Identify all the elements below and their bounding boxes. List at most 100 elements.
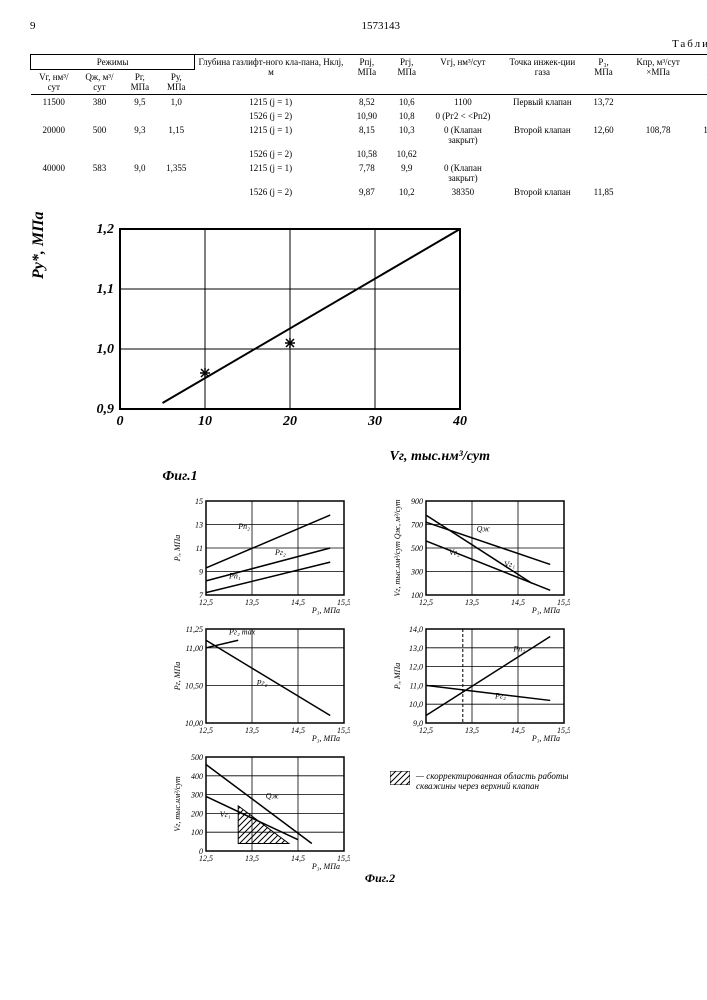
col-p-gj: Pгj, МПа xyxy=(387,55,426,95)
main-ylabel: Pу*, МПа xyxy=(30,211,48,279)
svg-text:1,1: 1,1 xyxy=(97,282,115,297)
small-chart-5: QжVг₁12,513,514,515,50100200300400500P₃,… xyxy=(170,751,370,871)
svg-text:700: 700 xyxy=(411,521,423,530)
col-inj: Точка инжек-ции газа xyxy=(499,55,585,95)
table-cell: 9,3 xyxy=(122,123,158,147)
table-cell: 583 xyxy=(77,161,122,185)
table-cell xyxy=(694,161,707,185)
svg-text:1,2: 1,2 xyxy=(97,222,115,237)
svg-text:9: 9 xyxy=(199,568,203,577)
table-cell xyxy=(158,109,195,123)
table-cell xyxy=(622,147,695,161)
table-cell: 9,9 xyxy=(387,161,426,185)
table-body: 115003809,51,01215 (j = 1)8,5210,61100Пе… xyxy=(31,95,707,200)
svg-text:Pг, МПа: Pг, МПа xyxy=(173,662,182,691)
table-cell: 11,85 xyxy=(585,185,621,199)
svg-text:13,5: 13,5 xyxy=(245,598,259,607)
svg-text:13,5: 13,5 xyxy=(465,598,479,607)
svg-text:Pп₂: Pп₂ xyxy=(512,645,525,654)
table-cell: 9,87 xyxy=(347,185,387,199)
table-cell: 0 (Клапан закрыт) xyxy=(426,123,499,147)
table-cell xyxy=(499,161,585,185)
table-cell xyxy=(585,147,621,161)
table-cell: 1,355 xyxy=(158,161,195,185)
svg-text:11,25: 11,25 xyxy=(186,625,203,634)
table-cell xyxy=(77,185,122,199)
table-cell xyxy=(158,147,195,161)
svg-text:400: 400 xyxy=(191,772,203,781)
table-cell: Первый клапан xyxy=(499,95,585,110)
svg-text:30: 30 xyxy=(367,414,382,429)
svg-text:Pᵢ, МПа: Pᵢ, МПа xyxy=(393,663,402,691)
svg-text:500: 500 xyxy=(411,544,423,553)
table-cell: 1100 xyxy=(426,95,499,110)
small-chart-1: Pп₂Pг₂Pп₁12,513,514,515,579111315P₃, МПа… xyxy=(170,495,370,615)
table-cell: 1215 (j = 1) xyxy=(195,95,347,110)
table-cell: 9,5 xyxy=(122,95,158,110)
table-cell: Второй клапан xyxy=(499,185,585,199)
svg-text:Pг₂: Pг₂ xyxy=(274,548,286,557)
svg-text:300: 300 xyxy=(190,791,203,800)
svg-text:Qж: Qж xyxy=(477,525,491,534)
table-cell xyxy=(585,161,621,185)
col-pg: Pг, МПа xyxy=(122,70,158,95)
table-cell: 8,52 xyxy=(347,95,387,110)
table-cell: 0 (Клапан закрыт) xyxy=(426,161,499,185)
svg-text:Pг₂: Pг₂ xyxy=(494,692,506,701)
table-cell: 40000 xyxy=(31,161,78,185)
svg-text:13,0: 13,0 xyxy=(409,644,423,653)
table-cell: 13,72 xyxy=(585,95,621,110)
table-cell: Второй клапан xyxy=(499,123,585,147)
table-cell: 17,207 xyxy=(694,123,707,147)
data-table: Режимы Глубина газлифт-ного кла-пана, Hк… xyxy=(30,54,707,199)
table-cell: 1215 (j = 1) xyxy=(195,161,347,185)
svg-text:900: 900 xyxy=(411,497,423,506)
fig2-label: Фиг.2 xyxy=(170,871,590,886)
table-cell xyxy=(694,109,707,123)
table-cell: 108,78 xyxy=(622,123,695,147)
table-cell xyxy=(122,109,158,123)
svg-text:300: 300 xyxy=(410,568,423,577)
svg-text:13,5: 13,5 xyxy=(245,726,259,735)
table-cell: 9,0 xyxy=(122,161,158,185)
hatch-key-icon xyxy=(390,771,410,785)
svg-text:10,0: 10,0 xyxy=(409,700,423,709)
table-cell: 380 xyxy=(77,95,122,110)
table-cell: 1,15 xyxy=(158,123,195,147)
svg-text:13,5: 13,5 xyxy=(465,726,479,735)
svg-text:100: 100 xyxy=(191,828,203,837)
svg-text:500: 500 xyxy=(191,753,203,762)
regime-header: Режимы xyxy=(31,55,195,70)
svg-text:14,5: 14,5 xyxy=(291,598,305,607)
svg-text:14,5: 14,5 xyxy=(291,854,305,863)
small-chart-3: Pг₂Pг₂ max12,513,514,515,510,0010,5011,0… xyxy=(170,623,370,743)
table-cell: 1,0 xyxy=(158,95,195,110)
svg-text:40: 40 xyxy=(452,414,467,429)
table-cell: 8,15 xyxy=(347,123,387,147)
table-cell xyxy=(585,109,621,123)
legend-text: скорректированная область работы скважин… xyxy=(416,771,568,791)
main-chart-svg: 0102030400,91,01,11,2 xyxy=(70,219,490,439)
svg-text:Qж: Qж xyxy=(266,791,280,800)
table-cell xyxy=(77,147,122,161)
svg-text:10,50: 10,50 xyxy=(185,681,203,690)
table-cell xyxy=(122,147,158,161)
table-cell: 0 (Pг2 < <Pп2) xyxy=(426,109,499,123)
table-cell: 12,60 xyxy=(585,123,621,147)
svg-text:Vг₁: Vг₁ xyxy=(220,810,231,819)
col-p-nj: Pпj, МПа xyxy=(347,55,387,95)
svg-text:P₃, МПа: P₃, МПа xyxy=(311,862,340,871)
svg-text:14,5: 14,5 xyxy=(511,598,525,607)
svg-text:10,00: 10,00 xyxy=(185,719,203,728)
col-pu: Pу, МПа xyxy=(158,70,195,95)
table-cell: 11500 xyxy=(31,95,78,110)
svg-text:Vг₁: Vг₁ xyxy=(504,560,515,569)
svg-text:Pг₂: Pг₂ xyxy=(256,678,268,687)
small-chart-2: QжVг₂Vг₁12,513,514,515,5100300500700900P… xyxy=(390,495,590,615)
col-qz: Qж, м³/сут xyxy=(77,70,122,95)
table-cell xyxy=(31,147,78,161)
svg-text:11: 11 xyxy=(196,544,203,553)
svg-text:Vг₂: Vг₂ xyxy=(449,548,460,557)
col-vg: Vг, нм³/сут xyxy=(31,70,78,95)
fig1-label: Фиг.1 xyxy=(30,469,330,485)
